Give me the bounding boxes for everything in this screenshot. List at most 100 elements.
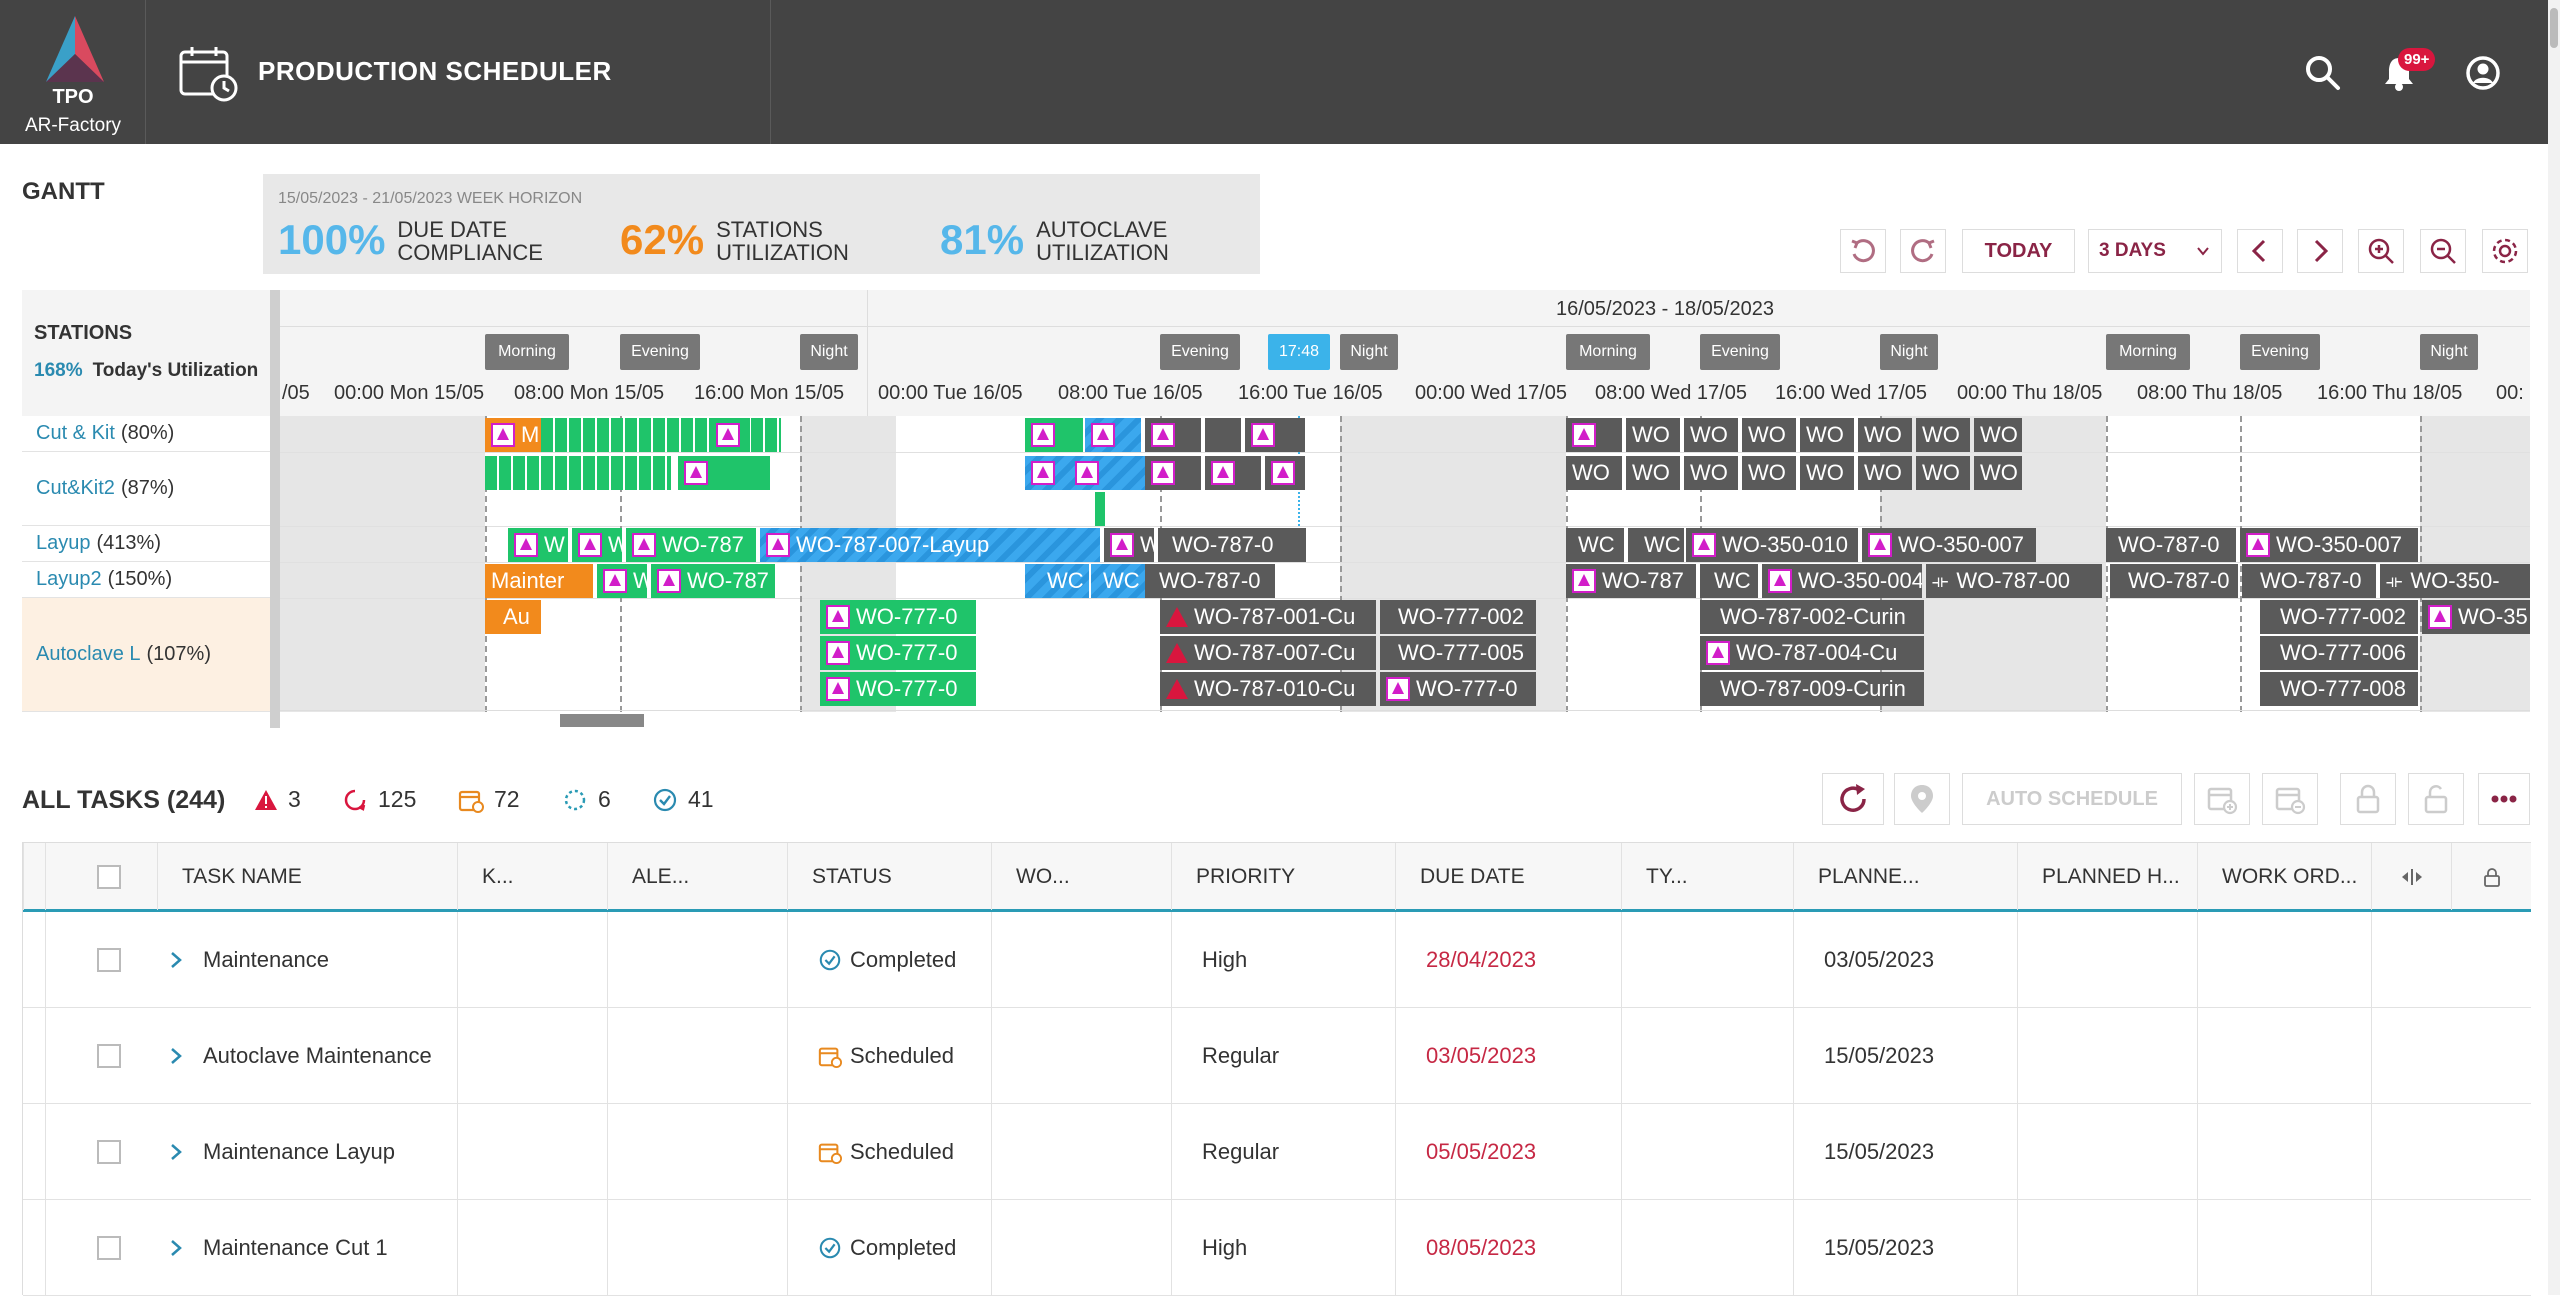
next-button[interactable] xyxy=(2297,229,2343,273)
pending-count[interactable]: 6 xyxy=(562,786,611,813)
task-bar[interactable]: WO-777-006 xyxy=(2260,636,2418,670)
expand-chevron-icon[interactable] xyxy=(169,1238,183,1258)
task-bar[interactable]: W xyxy=(508,528,568,562)
task-bar[interactable]: WO-787 xyxy=(651,564,775,598)
range-select[interactable]: 3 DAYS xyxy=(2088,229,2222,273)
task-bar[interactable]: WO-787-009-Curin xyxy=(1700,672,1924,706)
task-bar[interactable]: Au xyxy=(485,600,541,634)
completed-count[interactable]: 41 xyxy=(652,786,714,813)
task-bar[interactable] xyxy=(1566,418,1622,452)
task-bar[interactable]: WO-787-007-Cu xyxy=(1160,636,1376,670)
alert-count[interactable]: 3 xyxy=(254,786,301,813)
task-bar[interactable]: W xyxy=(597,564,647,598)
table-row[interactable]: Maintenance Completed High 28/04/2023 03… xyxy=(23,912,2531,1008)
task-bar[interactable]: WO xyxy=(1800,418,1854,452)
task-bar[interactable] xyxy=(678,456,770,490)
locate-button[interactable] xyxy=(1894,773,1950,825)
task-bar[interactable]: WO xyxy=(1916,456,1970,490)
column-header-task-name[interactable]: TASK NAME xyxy=(157,843,457,910)
task-bar[interactable]: WO-787 xyxy=(1566,564,1696,598)
more-options-button[interactable] xyxy=(2478,773,2530,825)
lock-column-header[interactable] xyxy=(2451,843,2531,910)
task-bar[interactable]: ⟛ WO-787-00 xyxy=(1926,564,2102,598)
station-link[interactable]: Cut&Kit2 xyxy=(36,477,115,499)
app-logo[interactable]: TPO AR-Factory xyxy=(0,0,146,144)
redo-button[interactable] xyxy=(1900,229,1946,273)
task-bar[interactable]: WO-787-002-Curin xyxy=(1700,600,1924,634)
remove-from-schedule-button[interactable] xyxy=(2262,773,2318,825)
task-bar[interactable]: WO xyxy=(1566,456,1622,490)
undo-button[interactable] xyxy=(1840,229,1886,273)
task-bar[interactable]: WO xyxy=(1626,418,1680,452)
task-bar[interactable]: WO-350-004 xyxy=(1762,564,1922,598)
task-bar[interactable]: WO xyxy=(1858,418,1912,452)
row-checkbox[interactable] xyxy=(97,1140,121,1164)
column-header-wo[interactable]: WO... xyxy=(991,843,1171,910)
task-bar[interactable]: WO xyxy=(1800,456,1854,490)
task-bar[interactable]: WO-787-0 xyxy=(1158,528,1306,562)
task-bar[interactable]: WO-787-0 xyxy=(2106,528,2236,562)
user-profile-icon[interactable] xyxy=(2464,54,2502,92)
task-bar[interactable]: WO-787-004-Cu xyxy=(1700,636,1924,670)
task-bar[interactable]: WO-787-007-Layup xyxy=(760,528,1100,562)
task-bar[interactable] xyxy=(1205,456,1261,490)
task-bar[interactable]: WO-777-002 xyxy=(1380,600,1536,634)
task-bar[interactable]: W xyxy=(572,528,622,562)
station-link[interactable]: Layup2 xyxy=(36,568,102,590)
task-bar[interactable]: WC xyxy=(1566,528,1624,562)
task-bar[interactable]: WO xyxy=(1742,456,1796,490)
task-bar[interactable]: WO-777-0 xyxy=(820,672,976,706)
task-bar[interactable] xyxy=(1265,456,1305,490)
task-bar[interactable] xyxy=(1095,492,1105,526)
task-bar[interactable]: ⟛ WO-350- xyxy=(2380,564,2530,598)
search-icon[interactable] xyxy=(2304,54,2342,92)
task-bar[interactable] xyxy=(1205,418,1241,452)
task-bar[interactable]: M xyxy=(485,418,541,452)
task-bar[interactable]: WC xyxy=(1628,528,1684,562)
task-bar[interactable] xyxy=(1245,418,1305,452)
column-header-status[interactable]: STATUS xyxy=(787,843,991,910)
table-row[interactable]: Maintenance Cut 1 Completed High 08/05/2… xyxy=(23,1200,2531,1296)
column-header-alert[interactable]: ALE... xyxy=(607,843,787,910)
gantt-settings-button[interactable] xyxy=(2482,229,2528,273)
task-bar[interactable]: WO-777-005 xyxy=(1380,636,1536,670)
station-link[interactable]: Layup xyxy=(36,532,91,554)
task-bar[interactable]: WO-35 xyxy=(2422,600,2530,634)
expand-chevron-icon[interactable] xyxy=(169,1046,183,1066)
unlock-button[interactable] xyxy=(2408,773,2464,825)
task-bar[interactable] xyxy=(1085,418,1141,452)
row-checkbox[interactable] xyxy=(97,1044,121,1068)
task-bar-group[interactable] xyxy=(485,456,671,490)
scheduled-count[interactable]: 72 xyxy=(458,786,520,813)
previous-button[interactable] xyxy=(2237,229,2283,273)
zoom-out-button[interactable] xyxy=(2420,229,2466,273)
task-bar[interactable]: W xyxy=(1104,528,1154,562)
task-bar[interactable]: WO xyxy=(1626,456,1680,490)
task-bar[interactable]: WO-777-0 xyxy=(1380,672,1536,706)
row-checkbox[interactable] xyxy=(97,948,121,972)
zoom-in-button[interactable] xyxy=(2358,229,2404,273)
task-bar[interactable]: WO-350-010 xyxy=(1686,528,1858,562)
task-bar[interactable]: WO-787-0 xyxy=(2110,564,2238,598)
table-row[interactable]: Maintenance Layup Scheduled Regular 05/0… xyxy=(23,1104,2531,1200)
task-bar[interactable]: WC xyxy=(1025,564,1089,598)
add-to-schedule-button[interactable] xyxy=(2194,773,2250,825)
task-bar[interactable]: WO xyxy=(1916,418,1970,452)
lock-button[interactable] xyxy=(2340,773,2396,825)
column-resize-header[interactable] xyxy=(2371,843,2451,910)
task-bar[interactable]: WO xyxy=(1742,418,1796,452)
task-bar[interactable]: WC xyxy=(1700,564,1758,598)
station-link[interactable]: Cut & Kit xyxy=(36,422,115,444)
task-bar[interactable] xyxy=(1145,418,1201,452)
column-header-k[interactable]: K... xyxy=(457,843,607,910)
scrollbar-thumb[interactable] xyxy=(2550,8,2558,48)
task-bar[interactable]: WO-787 xyxy=(626,528,756,562)
today-button[interactable]: TODAY xyxy=(1962,229,2075,273)
task-bar[interactable]: WO-787-010-Cu xyxy=(1160,672,1376,706)
column-header-priority[interactable]: PRIORITY xyxy=(1171,843,1395,910)
task-bar[interactable]: WO-777-0 xyxy=(820,600,976,634)
task-bar[interactable]: WO xyxy=(1684,418,1738,452)
task-bar[interactable]: WO-777-002 xyxy=(2260,600,2418,634)
select-all-checkbox[interactable] xyxy=(97,865,121,889)
task-bar[interactable]: WO-787-0 xyxy=(2242,564,2376,598)
